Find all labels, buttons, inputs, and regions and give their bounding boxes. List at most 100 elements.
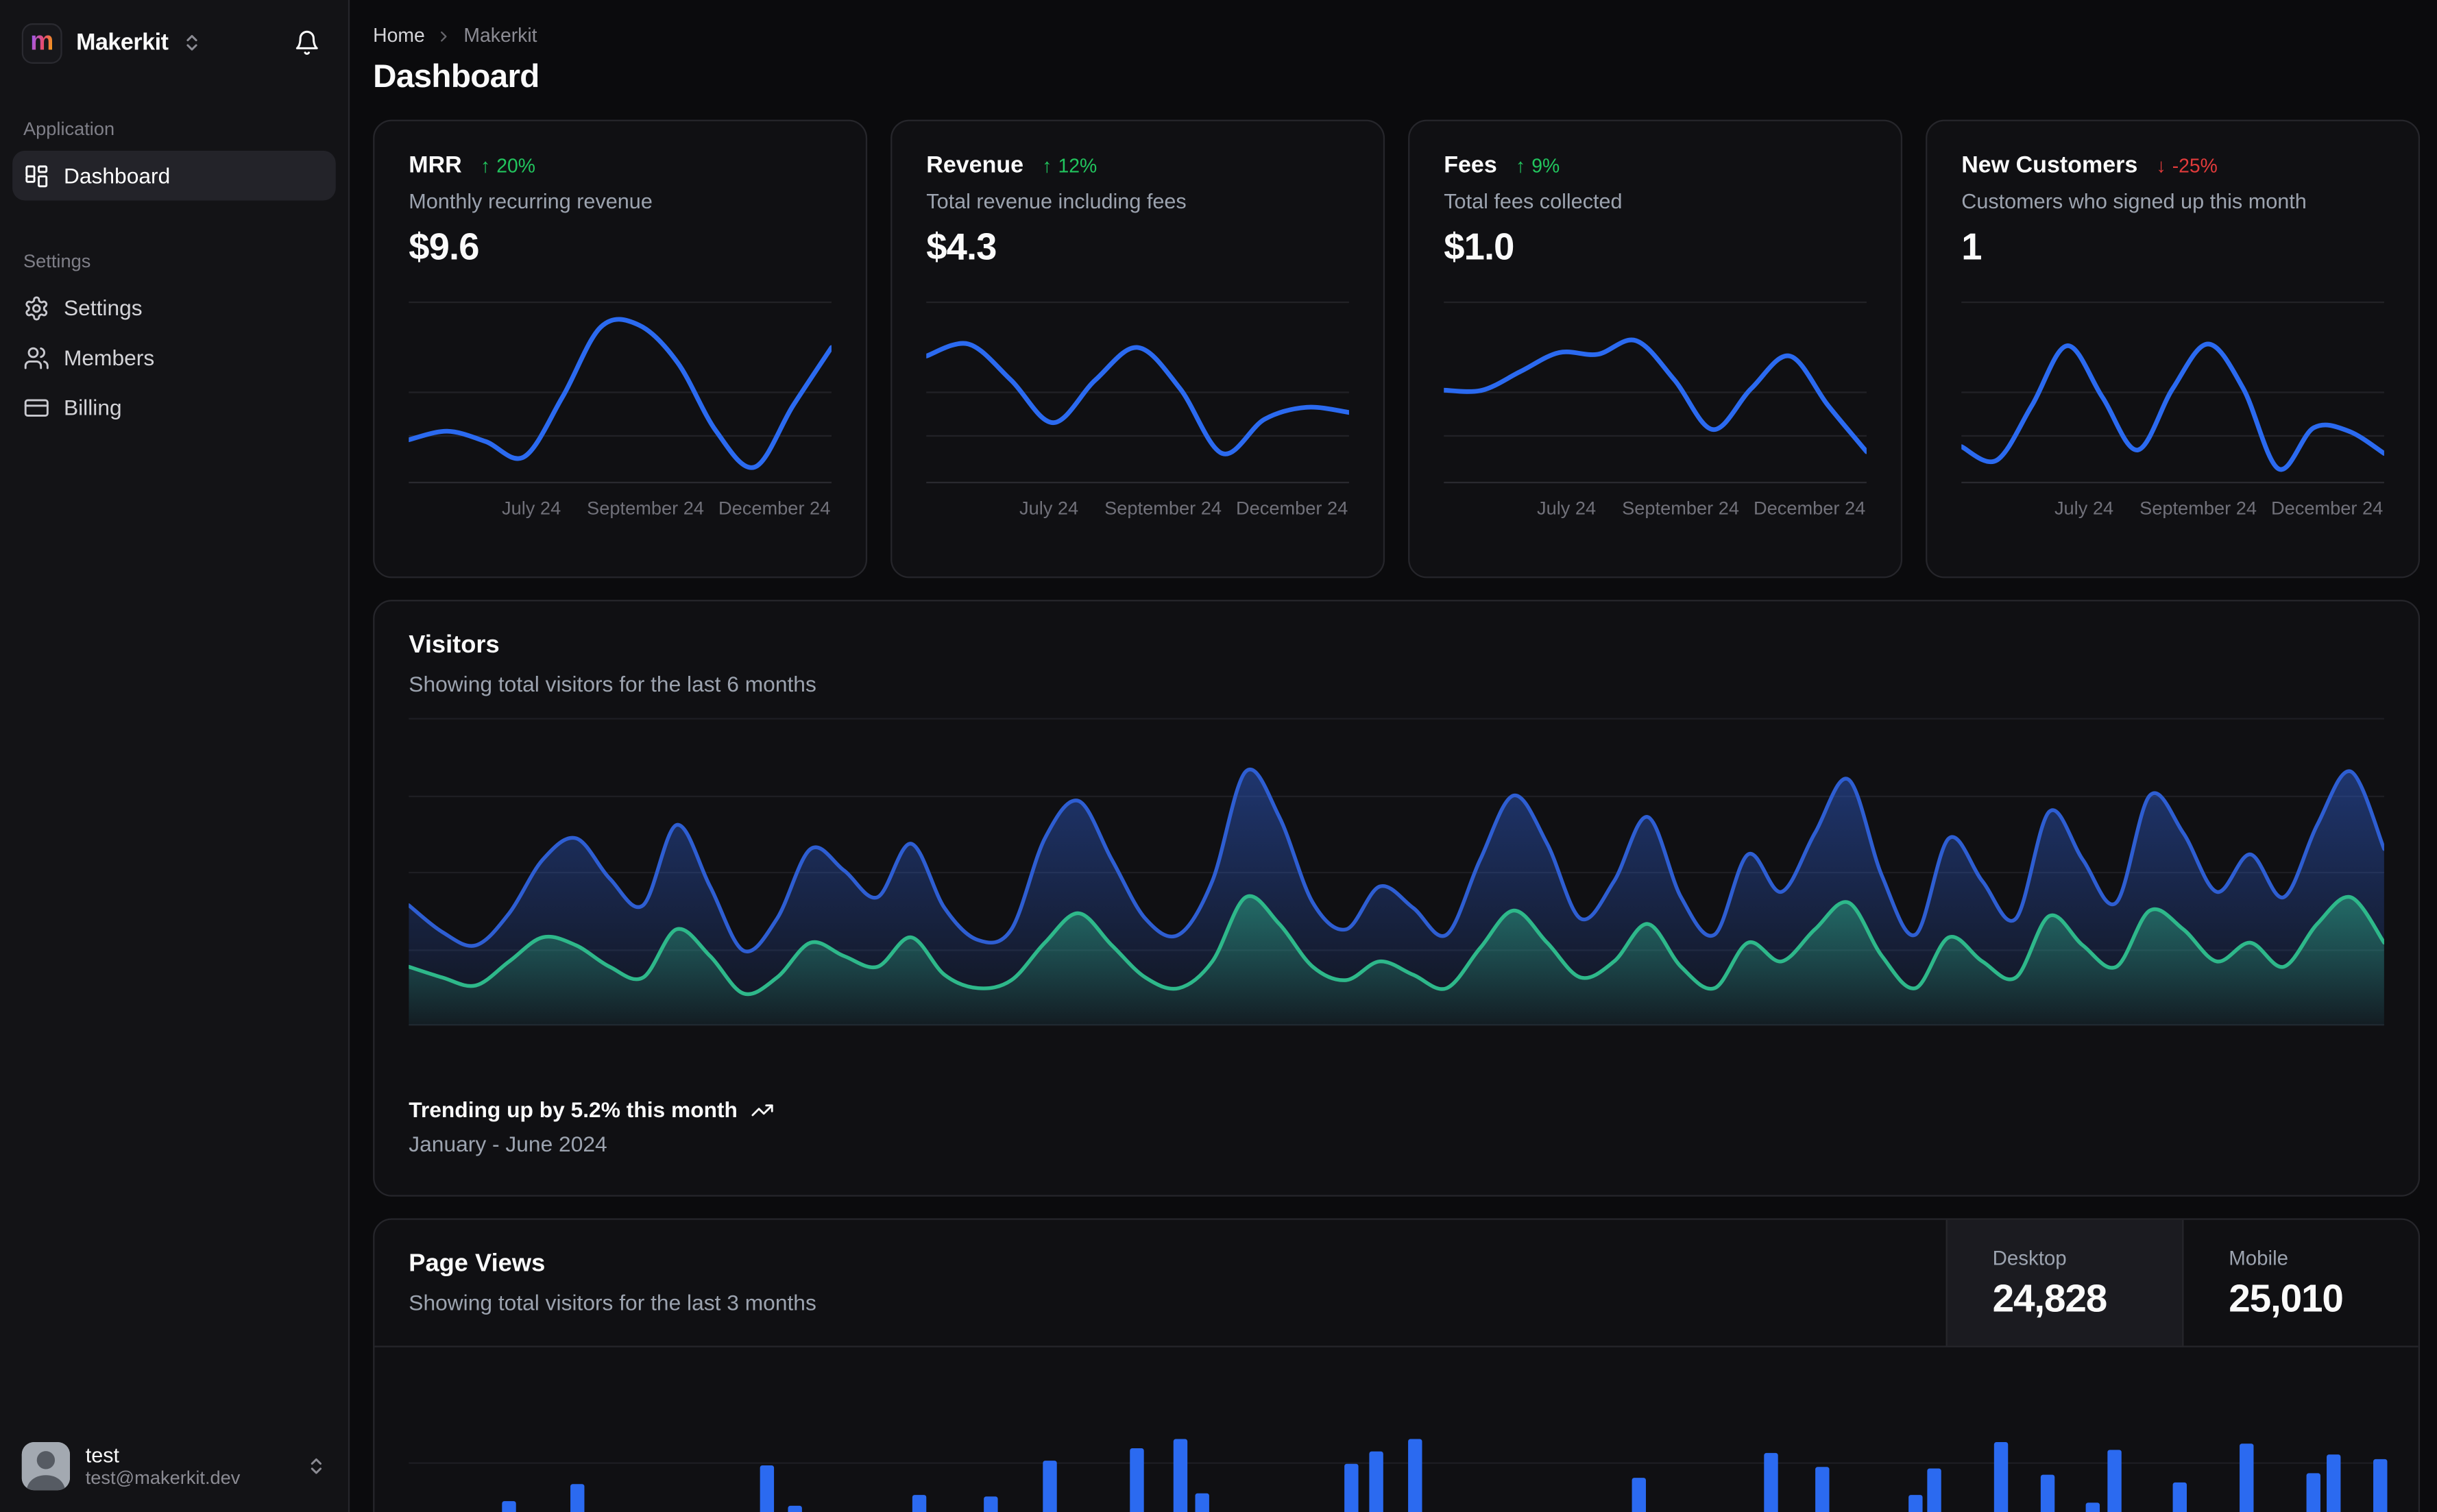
tab-desktop-value: 24,828	[1992, 1277, 2108, 1321]
arrow-down-icon: ↓	[2156, 154, 2166, 177]
bar	[2326, 1454, 2341, 1512]
user-email: test@makerkit.dev	[85, 1467, 241, 1489]
sidebar-nav: Application Dashboard Settings Settings …	[0, 118, 348, 432]
user-menu[interactable]: test test@makerkit.dev	[12, 1432, 336, 1499]
x-axis: July 24 September 24 December 24	[1444, 498, 1867, 521]
gridline	[1961, 481, 2384, 484]
arrow-up-icon: ↑	[1042, 154, 1052, 177]
user-meta: test test@makerkit.dev	[86, 1443, 291, 1489]
visitors-footer: Trending up by 5.2% this month	[409, 1097, 2384, 1122]
page-views-header: Page Views Showing total visitors for th…	[374, 1219, 2418, 1348]
gridline	[1961, 435, 2384, 437]
tab-mobile-label: Mobile	[2229, 1246, 2289, 1270]
gridline	[926, 301, 1349, 304]
stat-value: 1	[1961, 227, 1982, 269]
gridline	[1444, 435, 1867, 437]
sidebar-item-members[interactable]: Members	[12, 332, 336, 382]
tab-desktop[interactable]: Desktop 24,828	[1945, 1219, 2183, 1346]
bar	[912, 1495, 927, 1512]
sparkline-chart	[1961, 294, 2384, 484]
sidebar-item-label: Billing	[63, 394, 122, 420]
x-axis: July 24 September 24 December 24	[1961, 498, 2384, 521]
bar	[2240, 1443, 2254, 1512]
user-name: test	[85, 1443, 120, 1467]
page-views-bar-chart	[409, 1348, 2388, 1512]
bar	[1908, 1495, 1922, 1512]
stat-subtitle: Customers who signed up this month	[1961, 189, 2307, 213]
gridline	[409, 435, 832, 437]
gridline	[1961, 301, 2384, 304]
x-tick: December 24	[1753, 497, 1866, 520]
sidebar: m Makerkit Application Dashboard Setting…	[0, 0, 350, 1512]
sidebar-item-dashboard[interactable]: Dashboard	[12, 150, 336, 201]
stat-card-mrr: MRR ↑ 20% Monthly recurring revenue $9.6 …	[373, 119, 868, 578]
sparkline-chart	[409, 294, 832, 484]
bar	[1631, 1478, 1645, 1512]
sparkline-chart	[926, 294, 1349, 484]
bar	[2307, 1473, 2321, 1512]
breadcrumb: Home Makerkit	[373, 25, 2420, 47]
gridline	[926, 435, 1349, 437]
gridline	[409, 1462, 2384, 1464]
breadcrumb-current: Makerkit	[463, 25, 537, 47]
bar	[2107, 1450, 2122, 1512]
trend-badge: ↑ 20%	[481, 155, 535, 177]
gridline	[409, 871, 2384, 874]
credit-card-icon	[24, 398, 49, 416]
workspace-selector[interactable]: m Makerkit	[21, 22, 203, 63]
trend-value: -25%	[2172, 154, 2218, 177]
visitors-svg	[409, 768, 2384, 1026]
chart-path	[409, 896, 2384, 1026]
gridline	[409, 718, 2384, 720]
sparkline-chart	[1444, 294, 1867, 484]
trend-value: 9%	[1531, 154, 1560, 177]
bar	[1042, 1461, 1057, 1512]
gridline	[1444, 301, 1867, 304]
sidebar-item-settings[interactable]: Settings	[12, 283, 336, 333]
sparkline-svg	[409, 317, 832, 470]
trend-badge: ↑ 9%	[1516, 155, 1560, 177]
avatar	[21, 1441, 71, 1491]
trend-badge: ↑ 12%	[1042, 155, 1097, 177]
visitors-period: January - June 2024	[409, 1131, 607, 1156]
trend-value: 20%	[496, 154, 535, 177]
stat-title: New Customers	[1961, 152, 2138, 179]
bell-icon	[295, 30, 318, 55]
sidebar-header: m Makerkit	[0, 0, 348, 65]
tab-mobile[interactable]: Mobile 25,010	[2182, 1219, 2418, 1346]
stat-value: $1.0	[1444, 227, 1514, 269]
bar	[1368, 1451, 1383, 1512]
x-tick: July 24	[2054, 497, 2114, 520]
stat-card-fees: Fees ↑ 9% Total fees collected $1.0 July …	[1408, 119, 1903, 578]
x-tick: July 24	[1019, 497, 1079, 520]
trending-text: Trending up by 5.2% this month	[409, 1097, 738, 1122]
sidebar-item-label: Dashboard	[63, 163, 171, 188]
workspace-name: Makerkit	[76, 29, 169, 56]
gridline	[1444, 481, 1867, 484]
bar	[2172, 1482, 2187, 1512]
sidebar-section-settings: Settings	[23, 250, 91, 272]
trending-up-icon	[751, 1103, 773, 1116]
sidebar-item-label: Members	[63, 345, 155, 370]
arrow-up-icon: ↑	[1516, 154, 1526, 177]
stat-title: Revenue	[926, 152, 1024, 179]
page-views-titles: Page Views Showing total visitors for th…	[374, 1220, 1945, 1346]
breadcrumb-home-link[interactable]: Home	[373, 25, 425, 47]
logo-letter: m	[30, 26, 54, 56]
x-tick: September 24	[587, 497, 705, 520]
bar	[1344, 1463, 1359, 1512]
stat-title: MRR	[409, 152, 462, 179]
chart-path	[409, 768, 2384, 954]
gridline	[409, 301, 832, 304]
visitors-subtitle: Showing total visitors for the last 6 mo…	[409, 671, 816, 696]
bar	[1194, 1493, 1209, 1512]
notifications-button[interactable]	[284, 20, 330, 65]
gridline	[1444, 391, 1867, 393]
bar	[1815, 1467, 1829, 1512]
stat-cards-row: MRR ↑ 20% Monthly recurring revenue $9.6 …	[373, 119, 2421, 578]
sidebar-item-billing[interactable]: Billing	[12, 382, 336, 432]
tab-desktop-label: Desktop	[1992, 1246, 2067, 1270]
bar	[1763, 1452, 1778, 1512]
makerkit-logo: m	[21, 22, 62, 63]
bar	[2374, 1459, 2388, 1512]
